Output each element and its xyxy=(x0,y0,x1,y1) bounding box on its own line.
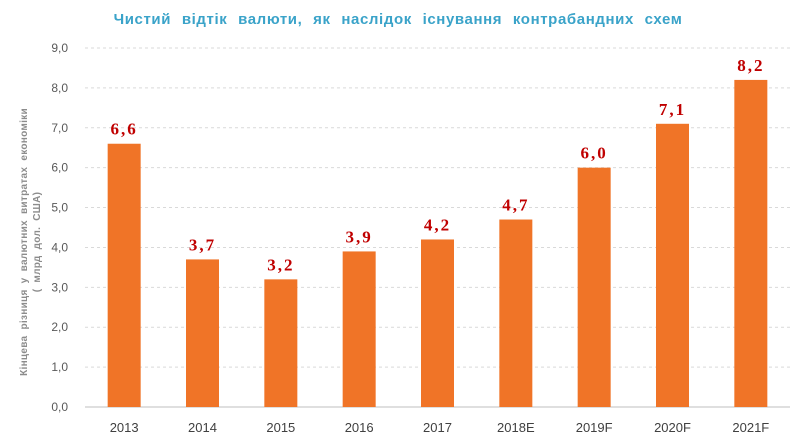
x-tick-label-2020F: 2020F xyxy=(654,420,691,435)
y-tick-label: 3,0 xyxy=(51,280,68,294)
bar-2019F xyxy=(577,167,611,407)
y-tick-label: 5,0 xyxy=(51,201,68,215)
x-axis-categories: 2013 2014 2015 2016 2017 2018E 2019F 2020F 2021F xyxy=(110,420,770,435)
bars xyxy=(107,79,768,408)
y-tick-label: 8,0 xyxy=(51,81,68,95)
y-tick-label: 6,0 xyxy=(51,161,68,175)
y-tick-label: 9,0 xyxy=(51,41,68,55)
data-label-2016: 3,9 xyxy=(346,227,373,246)
x-tick-label-2016: 2016 xyxy=(345,420,374,435)
y-tick-label: 7,0 xyxy=(51,121,68,135)
x-tick-label-2019F: 2019F xyxy=(576,420,613,435)
bar-2015 xyxy=(264,279,298,407)
y-axis-label: Кінцева різниця у валютних витратах екон… xyxy=(19,108,43,376)
y-tick-label: 4,0 xyxy=(51,240,68,254)
bar-2018E xyxy=(499,219,533,407)
x-tick-label-2015: 2015 xyxy=(266,420,295,435)
data-label-2017: 4,2 xyxy=(424,215,451,234)
data-label-2018E: 4,7 xyxy=(502,196,529,215)
data-label-2015: 3,2 xyxy=(267,255,294,274)
data-label-2014: 3,7 xyxy=(189,235,216,254)
x-tick-label-2014: 2014 xyxy=(188,420,217,435)
x-tick-label-2018E: 2018E xyxy=(497,420,535,435)
data-labels: 6,6 3,7 3,2 3,9 4,2 4,7 6,0 7,1 8,2 xyxy=(111,56,764,274)
x-tick-label-2017: 2017 xyxy=(423,420,452,435)
bar-2013 xyxy=(107,143,141,407)
x-tick-label-2013: 2013 xyxy=(110,420,139,435)
bar-2016 xyxy=(342,251,376,407)
y-tick-label: 0,0 xyxy=(51,400,68,414)
data-label-2019F: 6,0 xyxy=(581,144,608,163)
x-tick-label-2021F: 2021F xyxy=(732,420,769,435)
chart-title: Чистий відтік валюти, як наслідок існува… xyxy=(114,11,683,28)
y-tick-label: 2,0 xyxy=(51,320,68,334)
bar-2017 xyxy=(421,239,454,407)
y-axis-ticks: 0,0 1,0 2,0 3,0 4,0 5,0 6,0 7,0 8,0 9,0 xyxy=(51,41,68,414)
bar-2020F xyxy=(656,123,689,408)
data-label-2021F: 8,2 xyxy=(737,56,764,75)
data-label-2013: 6,6 xyxy=(111,120,138,139)
bar-2014 xyxy=(186,259,219,407)
bar-2021F xyxy=(734,79,768,408)
data-label-2020F: 7,1 xyxy=(659,100,686,119)
y-axis-title: Кінцева різниця у валютних витратах екон… xyxy=(19,108,30,376)
y-tick-label: 1,0 xyxy=(51,360,68,374)
y-axis-unit: ( млрд дол. США) xyxy=(32,192,43,293)
